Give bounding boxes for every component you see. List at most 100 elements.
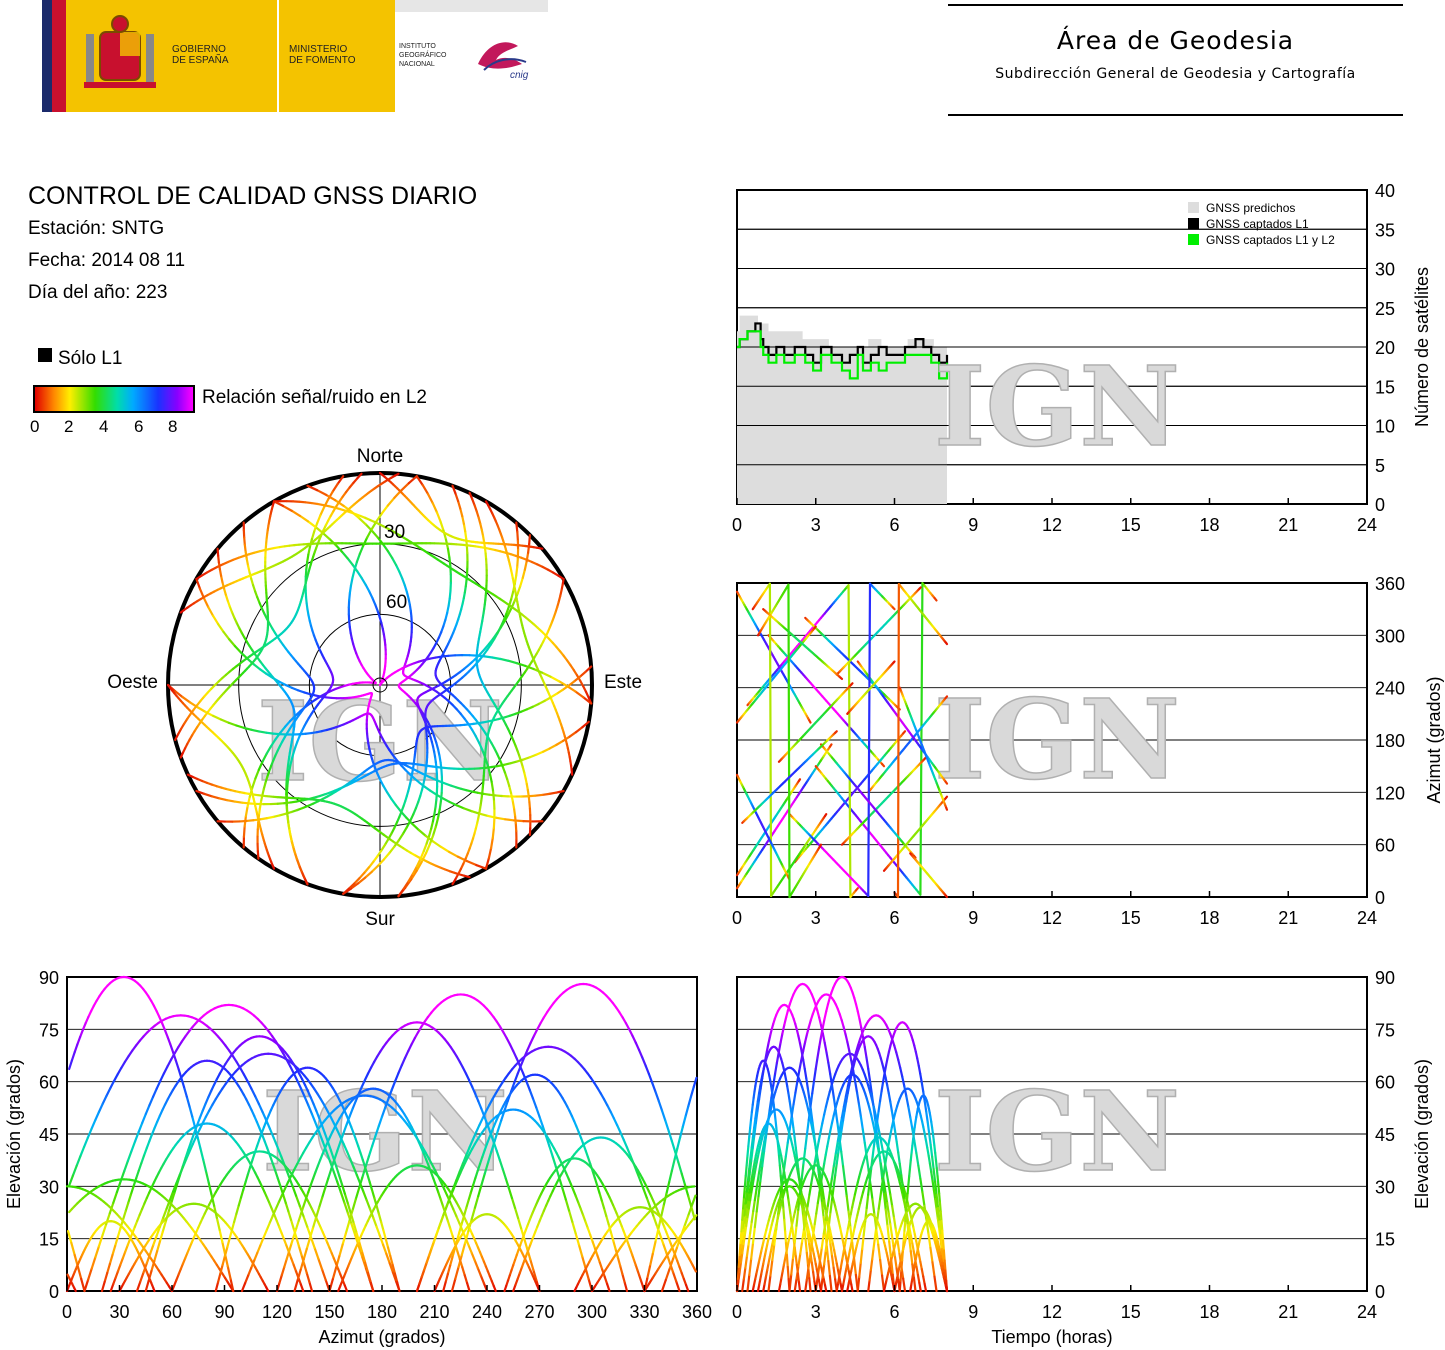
azimuth-track [735,773,791,881]
elevation-azimuth-track [65,1185,696,1293]
l1-only-label: Sólo L1 [58,348,123,369]
x-tick-label: 3 [811,1302,821,1322]
skyplot-track [484,500,574,776]
x-tick-label: 3 [811,515,821,535]
azimuth-track [756,583,823,899]
skyplot-track [242,475,418,849]
x-tick-label: 9 [968,515,978,535]
legend-swatch [1188,202,1199,213]
legend-label: GNSS captados L1 [1206,217,1309,231]
elevation-azimuth-track [65,1220,156,1293]
x-tick-label: 0 [732,515,742,535]
gov-label: GOBIERNO DE ESPAÑA [172,44,229,66]
elevation-azimuth-track [118,1202,270,1293]
azimuth-track [804,616,901,711]
ign-logo-icon: cnig [478,42,529,81]
flag-yellow-stripe [52,0,66,112]
x-tick-label: 6 [889,1302,899,1322]
colorbar-tick: 4 [99,417,109,436]
elevation-azimuth-track [66,982,696,1293]
direction-north: Norte [357,446,403,467]
institute-panel: INSTITUTO GEOGRÁFICO NACIONAL cnig [395,0,548,112]
y-tick-label: 15 [1375,1230,1395,1250]
watermark-text: IGN [934,1067,1180,1196]
y-axis-label: Elevación (grados) [4,1059,24,1209]
x-tick-label: 18 [1199,908,1219,928]
elevation-azimuth-track [144,1035,375,1293]
ring-label-30: 30 [384,522,405,543]
colorbar-tick: 8 [168,417,178,436]
x-tick-label: 0 [62,1302,72,1322]
elevation-azimuth-track [512,1136,690,1293]
x-tick-label: 330 [629,1302,659,1322]
x-tick-label: 24 [1357,1302,1377,1322]
colorbar-tick: 0 [30,417,40,436]
elevation-time-track [846,1213,896,1293]
x-tick-label: 270 [524,1302,554,1322]
elevation-azimuth-track [170,1150,349,1293]
y-tick-label: 75 [1375,1020,1395,1040]
azimuth-track [819,743,917,859]
elevation-azimuth-track [415,1108,611,1293]
azimuth-track [788,582,896,898]
azimuth-track [741,730,838,824]
y-tick-label: 40 [1375,181,1395,201]
y-tick-label: 120 [1375,783,1405,803]
azimuth-track [898,686,949,811]
y-tick-label: 30 [1375,260,1395,280]
skyplot-track [195,542,565,581]
y-tick-label: 20 [1375,338,1395,358]
x-tick-label: 15 [1121,515,1141,535]
y-tick-label: 360 [1375,574,1405,594]
y-tick-label: 5 [1375,456,1385,476]
y-tick-label: 60 [39,1073,59,1093]
watermark-text: IGN [934,675,1180,804]
ministry-panel: MINISTERIO DE FOMENTO [279,0,395,112]
y-tick-label: 60 [1375,1073,1395,1093]
x-tick-label: 9 [968,1302,978,1322]
y-tick-label: 0 [1375,888,1385,908]
skyplot-track [179,500,276,759]
x-tick-label: 150 [314,1302,344,1322]
x-tick-label: 0 [732,1302,742,1322]
x-tick-label: 12 [1042,515,1062,535]
snr-colorbar [33,385,195,413]
legend-label: GNSS captados L1 y L2 [1206,233,1335,247]
x-tick-label: 15 [1121,1302,1141,1322]
y-tick-label: 30 [1375,1177,1395,1197]
azimuth-track [746,584,859,899]
skyplot-track [468,491,532,837]
azimuth-track [814,582,938,896]
x-tick-label: 90 [214,1302,234,1322]
skyplot-track [451,577,565,886]
elevation-azimuth-track [135,1052,401,1293]
date-label: Fecha: 2014 08 11 [28,250,186,271]
y-tick-label: 240 [1375,679,1405,699]
day-of-year-label: Día del año: 223 [28,282,168,303]
x-axis-label: Tiempo (horas) [991,1327,1112,1347]
y-tick-label: 45 [39,1125,59,1145]
coat-of-arms-icon [84,15,156,88]
y-tick-label: 25 [1375,299,1395,319]
y-tick-label: 90 [1375,968,1395,988]
skyplot-track [397,533,532,898]
elevation-azimuth-track [240,1094,489,1293]
station-label: Estación: SNTG [28,218,165,239]
x-tick-label: 24 [1357,515,1377,535]
y-tick-label: 45 [1375,1125,1395,1145]
skyplot-track [174,472,363,741]
x-tick-label: 240 [472,1302,502,1322]
report-title: CONTROL DE CALIDAD GNSS DIARIO [28,182,478,210]
y-axis-label: Azimut (grados) [1424,676,1444,803]
elevation-azimuth-track [503,1157,646,1293]
gov-panel: GOBIERNO DE ESPAÑA [66,0,277,112]
y-tick-label: 60 [1375,836,1395,856]
colorbar-tick: 2 [64,417,74,436]
area-title: Área de Geodesia [1056,26,1295,55]
y-tick-label: 15 [39,1230,59,1250]
y-tick-label: 75 [39,1020,59,1040]
skyplot-track [378,471,544,550]
